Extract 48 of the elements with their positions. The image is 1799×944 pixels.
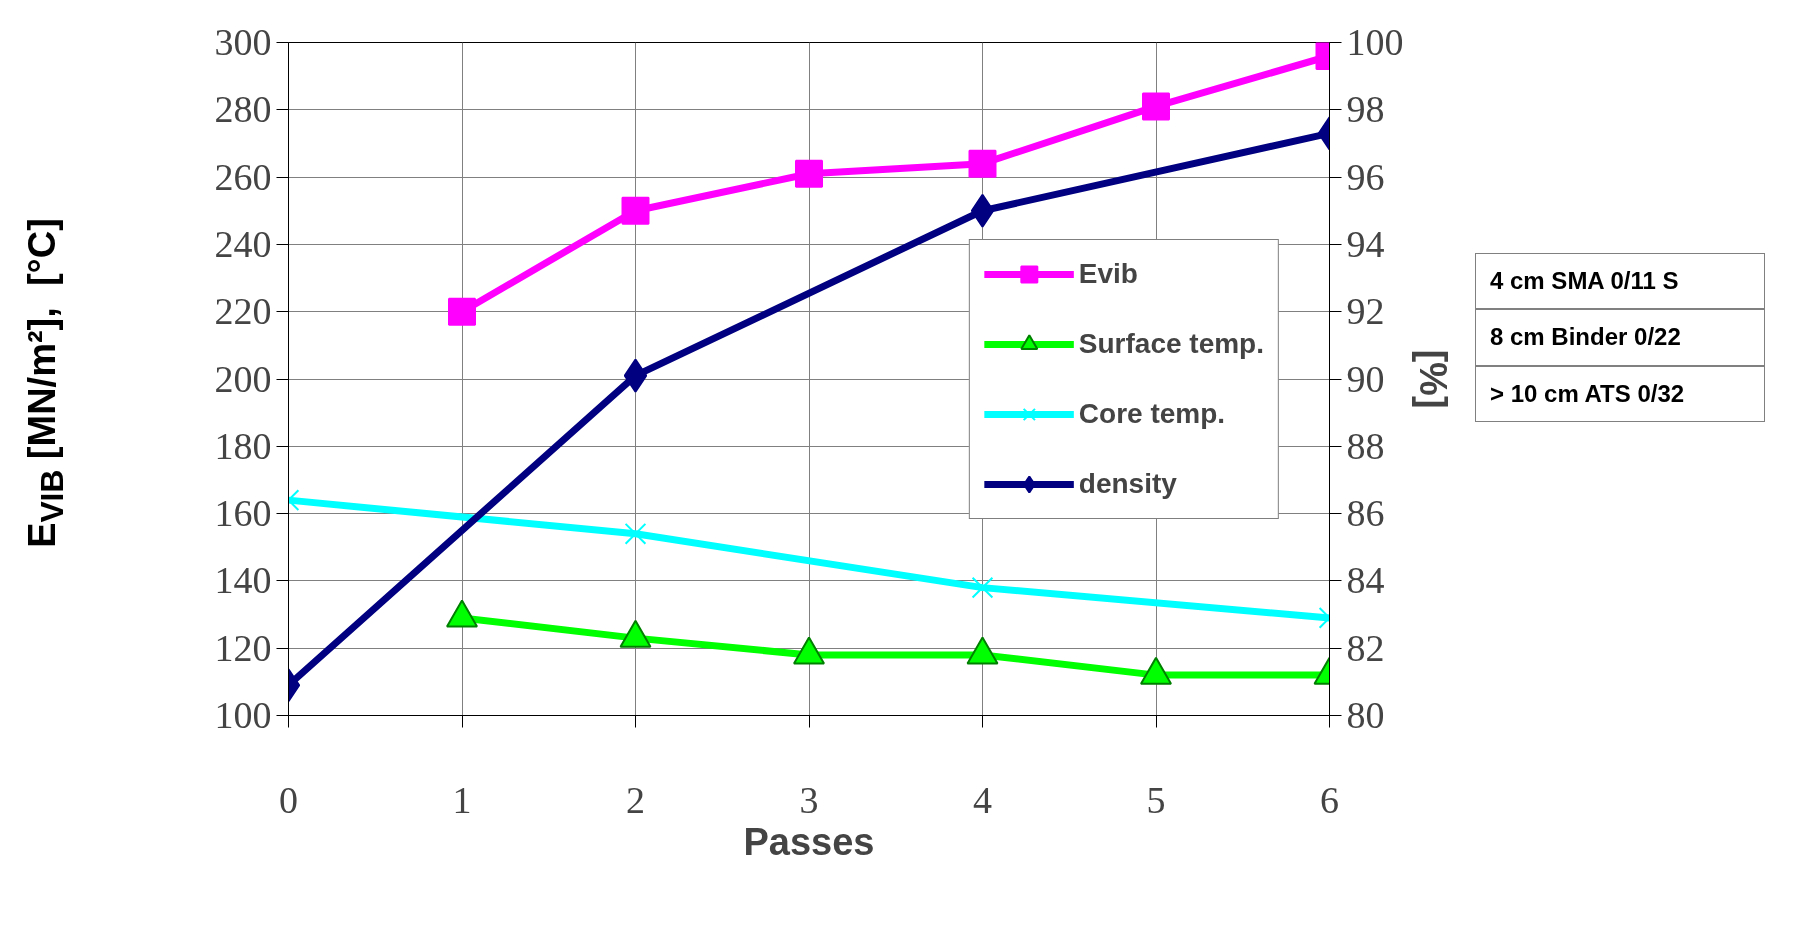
x-tick-label: 1 (452, 778, 472, 821)
x-tick-label: 2 (626, 778, 645, 821)
text: > 10 cm ATS 0/32 (1475, 365, 1765, 422)
point (795, 159, 823, 188)
y2-tick-label: 80 (1346, 694, 1385, 736)
point (793, 636, 825, 665)
y-tick-label: 280 (214, 88, 272, 131)
y-tick-label: 180 (214, 424, 272, 467)
y-tick-label: 200 (214, 357, 272, 400)
text: 4 cm SMA 0/11 S (1475, 253, 1765, 310)
y2-tick-label: 88 (1346, 424, 1385, 467)
point (619, 619, 652, 648)
x-axis-title: Passes (743, 820, 875, 863)
y2-axis-title: [%] (1411, 349, 1454, 409)
x-tick-label: 6 (1320, 778, 1339, 821)
y2-tick-label: 84 (1346, 559, 1385, 602)
y-tick-label: 300 (214, 21, 272, 63)
legend-label: Surface temp. (1078, 327, 1264, 360)
y-tick-label: 160 (214, 492, 272, 535)
point (1142, 92, 1170, 121)
y-tick-label: 240 (214, 222, 272, 265)
y2-tick-label: 82 (1346, 626, 1385, 669)
y-tick-label: 100 (214, 694, 272, 736)
point (968, 149, 997, 178)
y2-tick-label: 90 (1346, 357, 1385, 400)
y2-tick-label: 98 (1346, 88, 1385, 131)
x-tick-label: 4 (973, 778, 992, 821)
point (448, 297, 476, 326)
y-tick-label: 220 (214, 290, 272, 333)
legend-label: Core temp. (1078, 397, 1226, 430)
x-tick-label: 3 (799, 778, 819, 821)
y-tick-label: 140 (214, 559, 272, 602)
y2-tick-label: 100 (1346, 21, 1404, 63)
y2-tick-label: 96 (1346, 155, 1385, 198)
point (1140, 656, 1172, 685)
legend-label: density (1078, 467, 1177, 500)
x-tick-label: 5 (1146, 778, 1166, 821)
y-tick-label: 120 (214, 626, 272, 669)
y2-tick-label: 92 (1346, 290, 1385, 333)
x-tick-label: 0 (279, 778, 298, 821)
point (446, 599, 478, 628)
y2-tick-label: 86 (1346, 492, 1385, 535)
point (621, 196, 650, 225)
y2-tick-label: 94 (1346, 222, 1385, 265)
point (966, 636, 999, 665)
legend-label: Evib (1078, 257, 1138, 290)
text: 8 cm Binder 0/22 (1475, 309, 1765, 366)
y-tick-label: 260 (214, 155, 272, 198)
